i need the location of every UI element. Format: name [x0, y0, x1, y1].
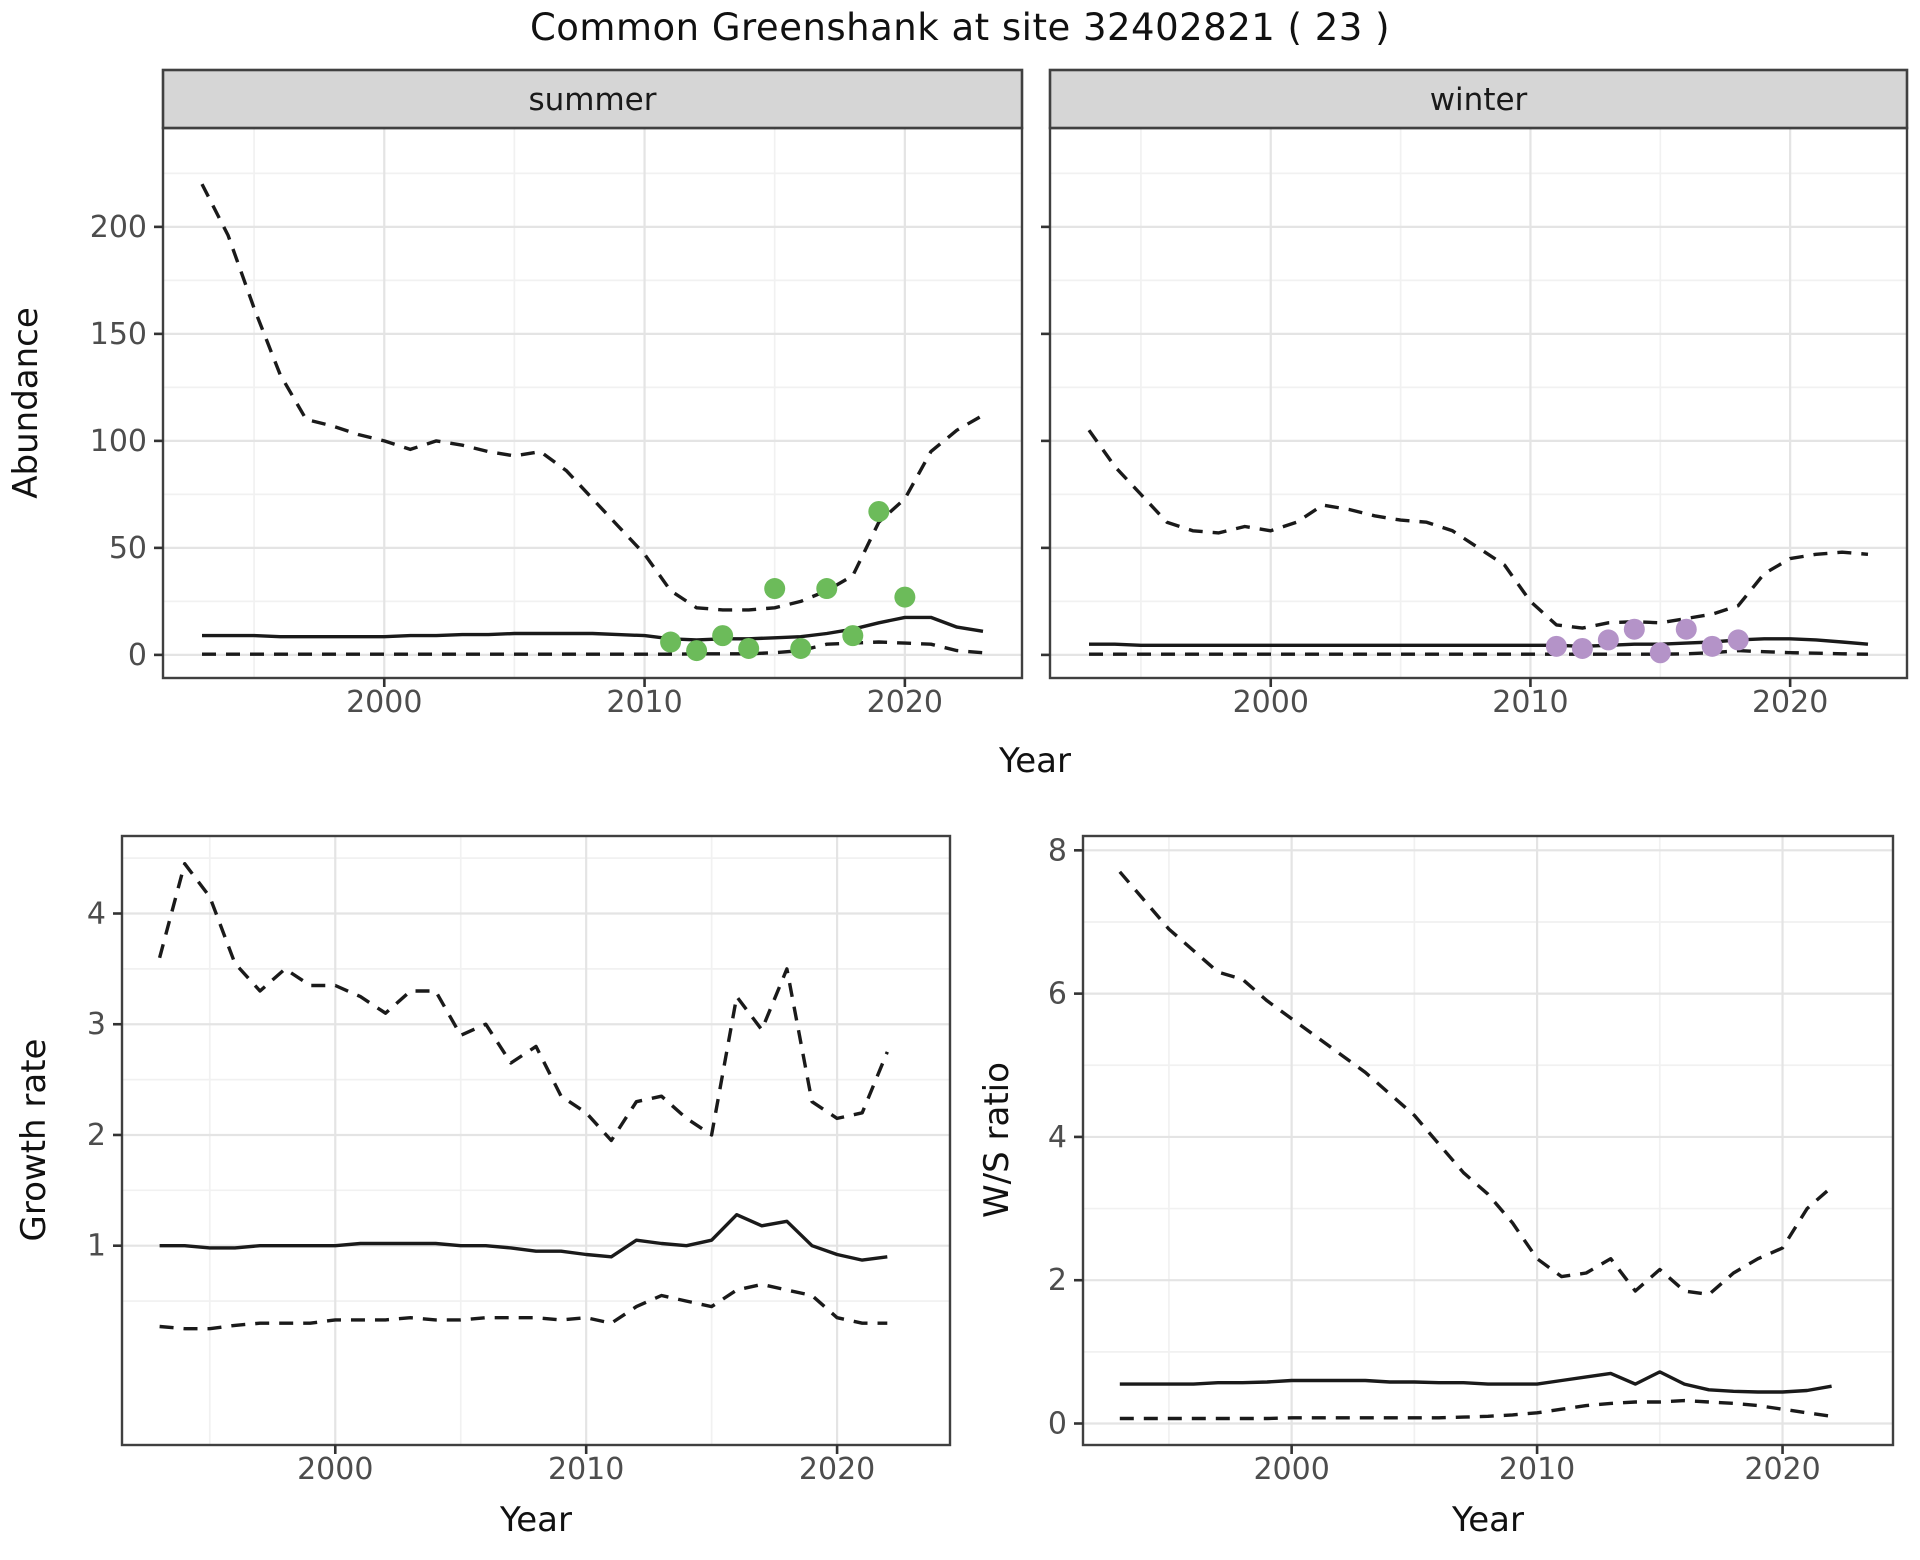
x-tick-label: 2000 — [1233, 685, 1309, 720]
axis-title: Year — [998, 741, 1071, 781]
y-tick-label: 0 — [1048, 1407, 1067, 1442]
data-point-observed_counts_winter — [1623, 618, 1645, 640]
axis-title: W/S ratio — [977, 1062, 1017, 1218]
data-point-observed_counts_summer — [738, 637, 760, 659]
y-tick-label: 6 — [1048, 977, 1067, 1012]
axis-title: Year — [499, 1500, 572, 1540]
facet-strip-label: summer — [528, 82, 656, 118]
data-point-observed_counts_summer — [842, 625, 864, 647]
x-tick-label: 2000 — [297, 1452, 373, 1487]
data-point-observed_counts_summer — [686, 640, 708, 662]
panel-border-growth_rate — [120, 834, 952, 1447]
facet-strip-abundance_summer — [161, 68, 1024, 130]
upper_ci-line-abundance_winter — [1087, 429, 1869, 630]
data-point-observed_counts_winter — [1545, 635, 1567, 657]
x-tick-label: 2000 — [1253, 1452, 1329, 1487]
data-point-observed_counts_winter — [1597, 629, 1619, 651]
data-point-observed_counts_summer — [712, 625, 734, 647]
data-point-observed_counts_winter — [1727, 629, 1749, 651]
data-point-observed_counts_winter — [1701, 635, 1723, 657]
median-line-ws_ratio — [1119, 1370, 1832, 1394]
facet-strip-label: winter — [1430, 82, 1528, 118]
upper_ci-line-growth_rate — [157, 862, 889, 1143]
data-point-observed_counts_winter — [1675, 618, 1697, 640]
data-point-observed_counts_summer — [660, 631, 682, 653]
data-point-observed_counts_winter — [1571, 637, 1593, 659]
axis-title: Year — [1451, 1500, 1524, 1540]
panel-background-abundance_winter — [1050, 128, 1907, 678]
y-tick-label: 4 — [1048, 1120, 1067, 1155]
x-tick-label: 2010 — [1492, 685, 1568, 720]
panel-background-growth_rate — [122, 836, 950, 1445]
lower_ci-line-growth_rate — [159, 1282, 888, 1331]
x-tick-label: 2020 — [1752, 685, 1828, 720]
y-tick-label: 200 — [90, 210, 147, 245]
x-tick-label: 2020 — [1744, 1452, 1820, 1487]
y-tick-label: 8 — [1048, 833, 1067, 868]
x-tick-label: 2000 — [346, 685, 422, 720]
x-tick-label: 2020 — [867, 685, 943, 720]
upper_ci-line-ws_ratio — [1118, 870, 1833, 1297]
y-tick-label: 150 — [90, 317, 147, 352]
y-tick-label: 2 — [1048, 1263, 1067, 1298]
data-point-observed_counts_summer — [894, 586, 916, 608]
facet-strip-abundance_winter — [1048, 68, 1909, 130]
x-tick-label: 2020 — [799, 1452, 875, 1487]
y-tick-label: 0 — [128, 638, 147, 673]
data-point-observed_counts_summer — [764, 578, 786, 600]
y-tick-label: 1 — [87, 1229, 106, 1264]
data-point-observed_counts_summer — [868, 501, 890, 523]
panel-background-abundance_summer — [163, 128, 1022, 678]
panel-border-ws_ratio — [1081, 834, 1895, 1447]
chart-title: Common Greenshank at site 32402821 ( 23 … — [529, 6, 1391, 49]
panel-background-ws_ratio — [1083, 836, 1893, 1445]
data-point-observed_counts_summer — [790, 637, 812, 659]
data-point-observed_counts_summer — [816, 578, 838, 600]
lower_ci-line-abundance_winter — [1089, 648, 1869, 656]
axis-title: Growth rate — [14, 1039, 54, 1242]
y-tick-label: 2 — [87, 1118, 106, 1153]
x-tick-label: 2010 — [548, 1452, 624, 1487]
data-point-observed_counts_winter — [1649, 642, 1671, 664]
y-tick-label: 3 — [87, 1007, 106, 1042]
axis-title: Abundance — [6, 307, 46, 499]
y-tick-label: 50 — [109, 531, 147, 566]
y-tick-label: 4 — [87, 897, 106, 932]
x-tick-label: 2010 — [1499, 1452, 1575, 1487]
y-tick-label: 100 — [90, 424, 147, 459]
x-tick-label: 2010 — [606, 685, 682, 720]
median-line-growth_rate — [159, 1213, 888, 1262]
